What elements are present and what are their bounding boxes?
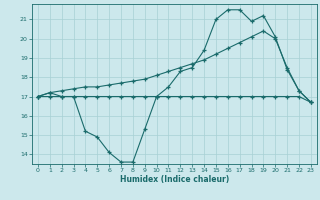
X-axis label: Humidex (Indice chaleur): Humidex (Indice chaleur) (120, 175, 229, 184)
